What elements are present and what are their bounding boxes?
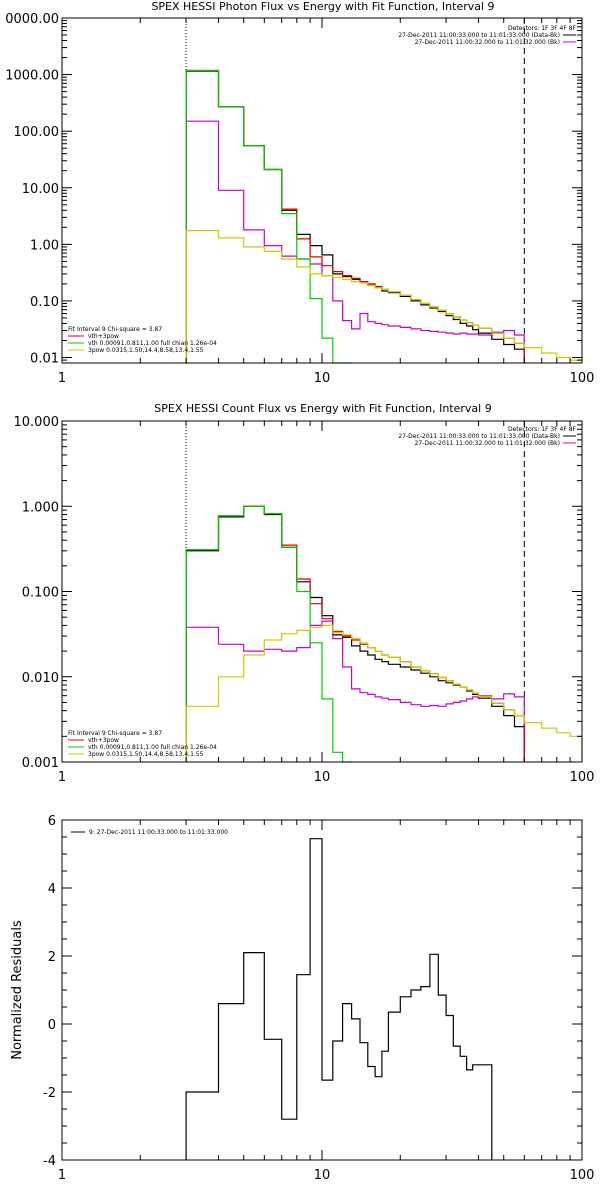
count-flux-y-tick-label: 0.001 (22, 756, 59, 771)
photon-flux-x-tick-label: 100 (570, 371, 595, 386)
photon-flux-legend-bk: 27-Dec-2011 11:00:32.000 to 11:01:32.000… (415, 39, 560, 46)
photon-flux-detectors: Detectors: 1F 3F 4F 8F (508, 25, 577, 32)
photon-flux-y-tick-label: 1.00 (30, 238, 59, 253)
photon-flux-y-tick-label: 0000.00 (5, 12, 59, 27)
residuals-legend: 9: 27-Dec-2011 11:00:33.000 to 11:01:33.… (89, 829, 228, 836)
count-flux-axes: 1 10 100 0.001 0.010 0.100 1.000 10.000 (14, 415, 595, 785)
photon-flux-title: SPEX HESSI Photon Flux vs Energy with Fi… (151, 0, 494, 13)
count-flux-y-tick-label: 10.000 (14, 415, 60, 430)
photon-flux-y-tick-label: 1000.00 (5, 69, 59, 84)
residuals-axes: 1 10 100 -4 -2 0 2 4 6 (43, 814, 594, 1183)
count-flux-legend-data: 27-Dec-2011 11:00:33.000 to 11:01:33.000… (398, 433, 560, 440)
count-flux-fit-legend: Fit Interval 9 Chi-square = 3.87 vth+3po… (68, 730, 217, 758)
photon-flux-panel: SPEX HESSI Photon Flux vs Energy with Fi… (5, 0, 594, 386)
residuals-y-tick-label: -2 (43, 1086, 56, 1101)
count-flux-data-legend: 27-Dec-2011 11:00:33.000 to 11:01:33.000… (398, 433, 576, 447)
count-flux-series-0 (185, 505, 525, 762)
residuals-y-tick-label: 2 (48, 950, 56, 965)
count-flux-fit-vth: vth 0.00091,0.811,1.00 full chian 1.26e-… (88, 744, 217, 751)
count-flux-y-tick-label: 1.000 (22, 500, 59, 515)
count-flux-x-tick-label: 10 (314, 770, 331, 785)
photon-flux-x-tick-label: 1 (58, 371, 66, 386)
count-flux-series-4 (185, 624, 583, 762)
photon-flux-y-tick-label: 0.01 (30, 352, 59, 367)
photon-flux-series-1 (185, 120, 525, 363)
photon-flux-fit-3pow: 3pow 0.0315,1.50,14.4,8.58,13.4,1.55 (88, 347, 204, 354)
photon-flux-fit-legend: Fit Interval 9 Chi-square = 3.87 vth+3po… (68, 326, 217, 354)
count-flux-fit-3pow: 3pow 0.0315,1.50,14.4,8.58,13.4,1.55 (88, 751, 204, 758)
count-flux-y-tick-label: 0.010 (22, 671, 59, 686)
count-flux-fit-total: vth+3pow (88, 737, 119, 744)
count-flux-x-tick-label: 1 (58, 770, 66, 785)
count-flux-y-tick-label: 0.100 (22, 586, 59, 601)
residuals-x-tick-label: 1 (58, 1168, 66, 1183)
photon-flux-legend-data: 27-Dec-2011 11:00:33.000 to 11:01:33.000… (398, 32, 560, 39)
count-flux-fit-chi: Fit Interval 9 Chi-square = 3.87 (68, 730, 162, 737)
residuals-y-tick-label: 0 (48, 1018, 56, 1033)
photon-flux-series-4 (185, 230, 583, 363)
count-flux-series-3 (185, 505, 352, 763)
residuals-x-tick-label: 10 (314, 1168, 331, 1183)
photon-flux-fit-chi: Fit Interval 9 Chi-square = 3.87 (68, 326, 162, 333)
photon-flux-series-2 (185, 69, 525, 363)
count-flux-legend-bk: 27-Dec-2011 11:00:32.000 to 11:01:32.000… (415, 440, 560, 447)
count-flux-series-1 (185, 620, 525, 762)
photon-flux-axes: 1 10 100 0.01 0.10 1.00 10.00 100.00 1000.00 0000… (5, 12, 594, 386)
photon-flux-series-0 (185, 70, 525, 363)
count-flux-detectors: Detectors: 1F 3F 4F 8F (508, 426, 577, 433)
count-flux-series-2 (185, 505, 525, 762)
residuals-y-tick-label: 6 (48, 814, 56, 829)
photon-flux-x-tick-label: 10 (314, 371, 331, 386)
count-flux-x-tick-label: 100 (570, 770, 595, 785)
count-flux-plot-area (185, 421, 583, 763)
residuals-plot-area (185, 838, 493, 1160)
photon-flux-fit-total: vth+3pow (88, 333, 119, 340)
count-flux-panel: SPEX HESSI Count Flux vs Energy with Fit… (14, 402, 595, 785)
residuals-x-tick-label: 100 (570, 1168, 595, 1183)
count-flux-title: SPEX HESSI Count Flux vs Energy with Fit… (154, 402, 491, 415)
residuals-series-0 (185, 838, 493, 1160)
photon-flux-fit-vth: vth 0.00091,0.811,1.00 full chian 1.26e-… (88, 340, 217, 347)
photon-flux-data-legend: 27-Dec-2011 11:00:33.000 to 11:01:33.000… (398, 32, 576, 46)
residuals-y-axis-label: Normalized Residuals (10, 920, 25, 1060)
photon-flux-plot-area (185, 18, 583, 364)
photon-flux-y-tick-label: 10.00 (22, 182, 59, 197)
residuals-y-tick-label: 4 (48, 882, 56, 897)
photon-flux-series-3 (185, 69, 352, 364)
residuals-panel: 1 10 100 -4 -2 0 2 4 6 Normalized Residuals 9: 2… (10, 814, 594, 1183)
photon-flux-y-tick-label: 0.10 (30, 295, 59, 310)
residuals-y-tick-label: -4 (43, 1154, 56, 1169)
photon-flux-y-tick-label: 100.00 (14, 125, 60, 140)
